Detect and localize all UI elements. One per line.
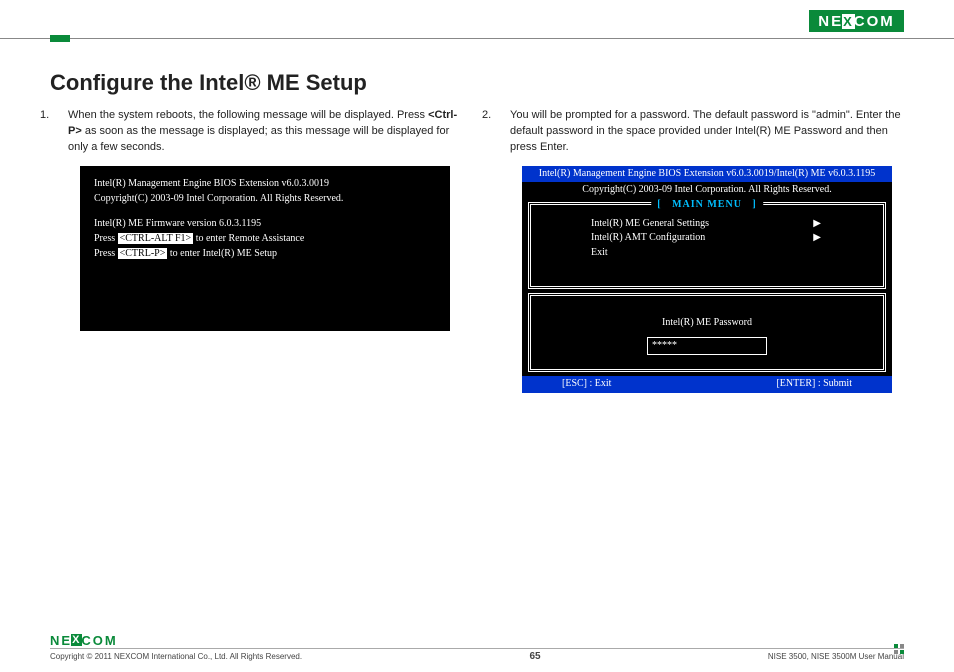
step-2-number: 2. <box>496 108 510 124</box>
header-accent <box>50 35 70 42</box>
bios-menu-box: Intel(R) Management Engine BIOS Extensio… <box>522 166 892 393</box>
bios-line-1: Intel(R) Management Engine BIOS Extensio… <box>94 176 436 191</box>
main-menu-panel: [ MAIN MENU ] Intel(R) ME General Settin… <box>528 202 886 290</box>
brand-logo-top: NEXCOM <box>809 10 904 32</box>
footer-copyright: Copyright © 2011 NEXCOM International Co… <box>50 652 302 661</box>
bios-message-box: Intel(R) Management Engine BIOS Extensio… <box>80 166 450 331</box>
column-right: 2.You will be prompted for a password. T… <box>492 108 904 393</box>
bios-menu-footer: [ESC] : Exit [ENTER] : Submit <box>522 376 892 393</box>
page-header: NEXCOM <box>0 0 954 50</box>
header-rule <box>0 38 954 39</box>
step-2-text: 2.You will be prompted for a password. T… <box>510 108 904 156</box>
menu-item-general[interactable]: Intel(R) ME General Settings▶ <box>591 217 821 232</box>
step-1-text: 1.When the system reboots, the following… <box>68 108 462 156</box>
column-left: 1.When the system reboots, the following… <box>50 108 462 393</box>
bios-line-3: Intel(R) ME Firmware version 6.0.3.1195 <box>94 216 436 231</box>
bios-line-2: Copyright(C) 2003-09 Intel Corporation. … <box>94 191 436 206</box>
footer-rule <box>50 648 904 649</box>
bios-menu-header: Intel(R) Management Engine BIOS Extensio… <box>522 166 892 183</box>
chevron-right-icon: ▶ <box>813 217 821 232</box>
password-input[interactable]: ***** <box>647 337 767 356</box>
menu-items-list: Intel(R) ME General Settings▶ Intel(R) A… <box>531 213 883 279</box>
chevron-right-icon: ▶ <box>813 231 821 246</box>
key-ctrl-p: <CTRL-P> <box>118 248 168 259</box>
main-menu-label: [ MAIN MENU ] <box>651 198 763 213</box>
page-footer: NEXCOM Copyright © 2011 NEXCOM Internati… <box>50 632 904 662</box>
two-column-layout: 1.When the system reboots, the following… <box>50 108 904 393</box>
page-title: Configure the Intel® ME Setup <box>50 70 904 96</box>
menu-item-exit[interactable]: Exit <box>591 246 821 261</box>
footer-esc: [ESC] : Exit <box>562 377 611 392</box>
brand-logo-bottom: NEXCOM <box>50 632 120 648</box>
bios-line-5: Press <CTRL-P> to enter Intel(R) ME Setu… <box>94 246 436 261</box>
password-label: Intel(R) ME Password <box>531 316 883 331</box>
menu-item-amt[interactable]: Intel(R) AMT Configuration▶ <box>591 231 821 246</box>
page-content: Configure the Intel® ME Setup 1.When the… <box>50 70 904 393</box>
page-number: 65 <box>529 651 540 662</box>
key-ctrl-alt-f1: <CTRL-ALT F1> <box>118 233 194 244</box>
bios-line-4: Press <CTRL-ALT F1> to enter Remote Assi… <box>94 231 436 246</box>
footer-manual-name: NISE 3500, NISE 3500M User Manual <box>768 652 904 661</box>
step-1-number: 1. <box>54 108 68 124</box>
footer-enter: [ENTER] : Submit <box>776 377 852 392</box>
password-panel: Intel(R) ME Password ***** <box>528 293 886 372</box>
